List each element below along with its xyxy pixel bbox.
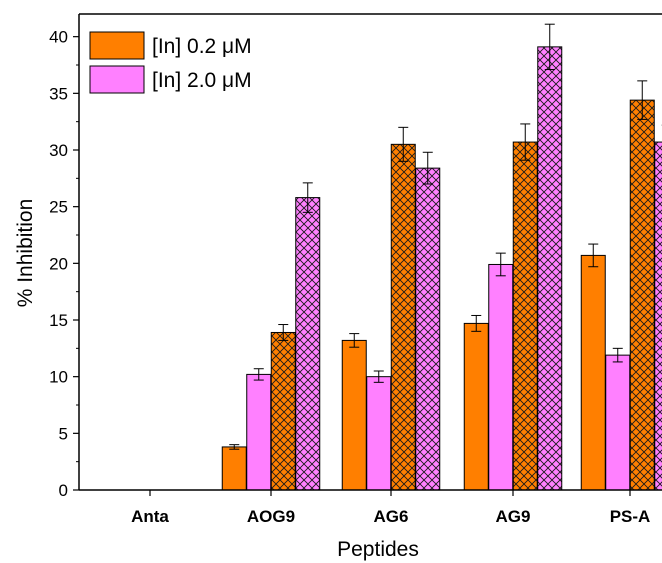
bar [367, 377, 391, 490]
x-axis-title: Peptides [337, 538, 419, 561]
bar [538, 47, 562, 490]
x-tick-label: PS-A [610, 507, 651, 526]
y-tick-label: 40 [49, 28, 68, 47]
y-tick-label: 30 [49, 141, 68, 160]
bar [271, 332, 295, 490]
legend: [In] 0.2 μM [In] 2.0 μM [90, 32, 252, 93]
y-axis-title: % Inhibition [14, 199, 37, 308]
x-tick-label: Anta [131, 507, 169, 526]
x-tick-label: AOG9 [247, 507, 295, 526]
bar [222, 447, 246, 490]
y-tick-label: 5 [59, 424, 68, 443]
y-tick-label: 0 [59, 481, 68, 500]
bar [489, 264, 513, 490]
y-tick-label: 35 [49, 84, 68, 103]
plot-area [222, 24, 662, 490]
bar [342, 340, 366, 490]
bar [464, 323, 488, 490]
bar [296, 198, 320, 490]
y-tick-label: 10 [49, 368, 68, 387]
bar [391, 144, 415, 490]
y-tick-label: 25 [49, 198, 68, 217]
bar [513, 142, 537, 490]
bar [655, 142, 662, 490]
bar [247, 374, 271, 490]
x-tick-label: AG9 [496, 507, 531, 526]
legend-label: [In] 0.2 μM [152, 35, 252, 58]
bar [606, 355, 630, 490]
legend-label: [In] 2.0 μM [152, 69, 252, 92]
legend-swatch [90, 66, 144, 93]
bar [630, 100, 654, 490]
bar [581, 255, 605, 490]
y-tick-label: 20 [49, 254, 68, 273]
y-tick-label: 15 [49, 311, 68, 330]
legend-swatch [90, 32, 144, 59]
x-tick-label: AG6 [374, 507, 409, 526]
bar [416, 168, 440, 490]
